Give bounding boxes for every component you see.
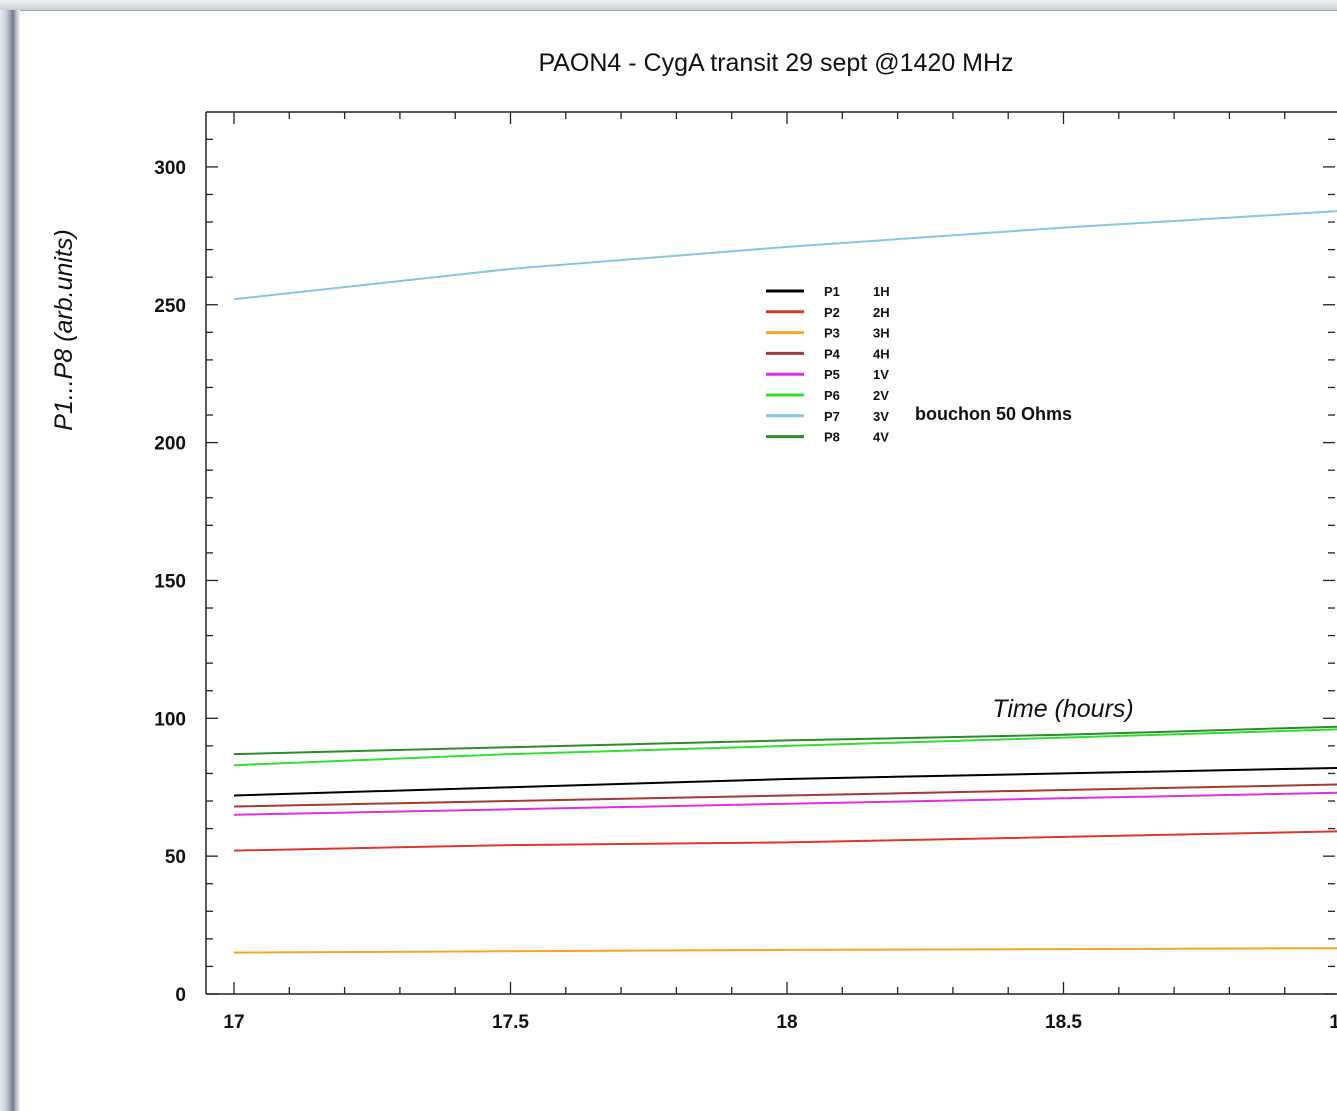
- y-tick-label: 150: [154, 571, 186, 592]
- legend-pol-p8: 4V: [873, 430, 889, 445]
- window-top-edge: [0, 0, 1337, 11]
- tick-labels: 1717.51818.51919.52020.52050100150200250…: [154, 158, 1337, 1033]
- legend-pol-p6: 2V: [873, 388, 889, 403]
- legend: P1 1H P2 2H P3 3H P4 4H P5 1V P6 2V P7 3V P8 4V: [766, 284, 890, 445]
- annotation-bouchon: bouchon 50 Ohms: [915, 404, 1072, 424]
- y-tick-label: 100: [154, 709, 186, 730]
- y-tick-label: 0: [175, 985, 186, 1006]
- series-line-p3: [233, 947, 1337, 954]
- legend-label-p1: P1: [824, 284, 840, 299]
- series-line-p1: [233, 766, 1337, 797]
- y-tick-label: 50: [165, 847, 186, 868]
- legend-label-p8: P8: [824, 430, 840, 445]
- x-tick-label: 18: [776, 1012, 797, 1033]
- legend-label-p5: P5: [824, 367, 840, 382]
- series-line-p7: [233, 210, 1337, 301]
- x-tick-label: 18.5: [1045, 1012, 1082, 1033]
- series-line-p2: [233, 830, 1337, 852]
- window-left-edge: [0, 10, 20, 1111]
- plot-frame: [205, 111, 1337, 995]
- legend-label-p4: P4: [824, 346, 841, 361]
- series-line-p8: [233, 725, 1337, 756]
- y-tick-label: 300: [154, 158, 186, 179]
- series-lines: [233, 210, 1337, 954]
- y-tick-label: 200: [154, 434, 186, 455]
- x-axis-title: Time (hours): [992, 695, 1133, 723]
- chart-title: PAON4 - CygA transit 29 sept @1420 MHz: [538, 49, 1013, 77]
- x-tick-label: 17: [223, 1012, 244, 1033]
- x-tick-label: 19: [1329, 1012, 1337, 1033]
- series-line-p6: [233, 728, 1337, 767]
- y-axis-title: P1...P8 (arb.units): [50, 229, 78, 430]
- y-tick-label: 250: [154, 296, 186, 317]
- legend-pol-p3: 3H: [873, 326, 890, 341]
- series-line-p4: [233, 783, 1337, 808]
- legend-label-p7: P7: [824, 409, 840, 424]
- series-line-p5: [233, 791, 1337, 816]
- legend-pol-p2: 2H: [873, 305, 890, 320]
- legend-pol-p4: 4H: [873, 346, 890, 361]
- legend-label-p2: P2: [824, 305, 840, 320]
- legend-pol-p1: 1H: [873, 284, 890, 299]
- legend-pol-p7: 3V: [873, 409, 889, 424]
- axis-ticks: [206, 112, 1335, 995]
- legend-label-p6: P6: [824, 388, 840, 403]
- x-tick-label: 17.5: [492, 1012, 529, 1033]
- legend-pol-p5: 1V: [873, 367, 889, 382]
- legend-label-p3: P3: [824, 326, 840, 341]
